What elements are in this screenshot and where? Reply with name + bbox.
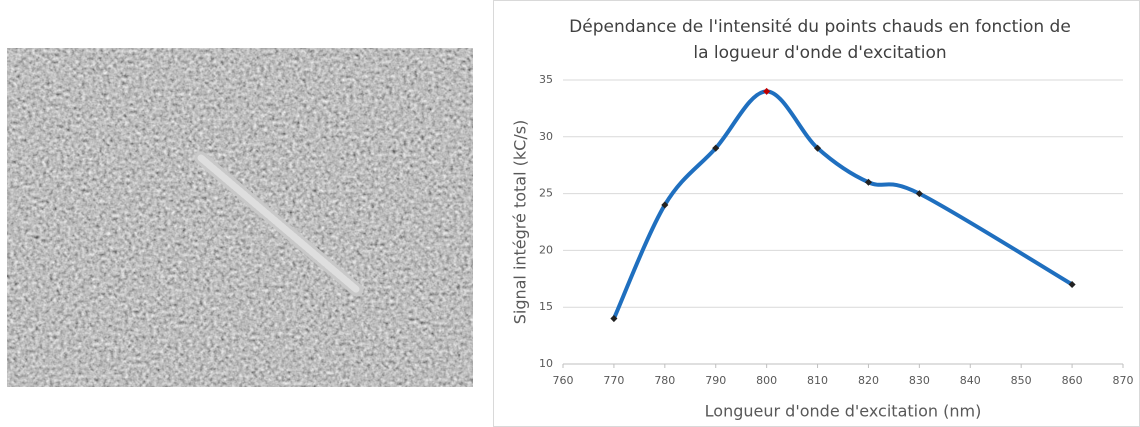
x-axis-label: Longueur d'onde d'excitation (nm) — [705, 402, 982, 421]
data-point — [814, 144, 822, 152]
y-tick-label: 20 — [539, 243, 553, 256]
x-tick-label: 790 — [705, 374, 726, 387]
y-axis-label: Signal intégré total (kC/s) — [511, 120, 530, 325]
data-point — [915, 190, 923, 198]
x-tick-label: 850 — [1011, 374, 1032, 387]
sample-image — [7, 48, 473, 387]
chart-title: Dépendance de l'intensité du points chau… — [569, 17, 1071, 63]
data-point — [712, 144, 720, 152]
x-tick-label: 770 — [603, 374, 624, 387]
data-point — [610, 315, 618, 323]
x-tick-label: 760 — [553, 374, 574, 387]
x-tick-label: 870 — [1113, 374, 1134, 387]
y-tick-label: 35 — [539, 73, 553, 86]
y-tick-label: 30 — [539, 130, 553, 143]
x-tick-label: 840 — [960, 374, 981, 387]
data-point — [864, 178, 872, 186]
x-tick-label: 810 — [807, 374, 828, 387]
x-tick-label: 860 — [1062, 374, 1083, 387]
y-tick-label: 10 — [539, 357, 553, 370]
y-tick-label: 25 — [539, 187, 553, 200]
series-line — [611, 89, 1075, 321]
data-point — [661, 201, 669, 209]
x-tick-label: 780 — [654, 374, 675, 387]
x-tick-label: 820 — [858, 374, 879, 387]
x-tick-label: 800 — [756, 374, 777, 387]
x-tick-label: 830 — [909, 374, 930, 387]
data-point — [763, 87, 771, 95]
y-tick-label: 15 — [539, 300, 553, 313]
